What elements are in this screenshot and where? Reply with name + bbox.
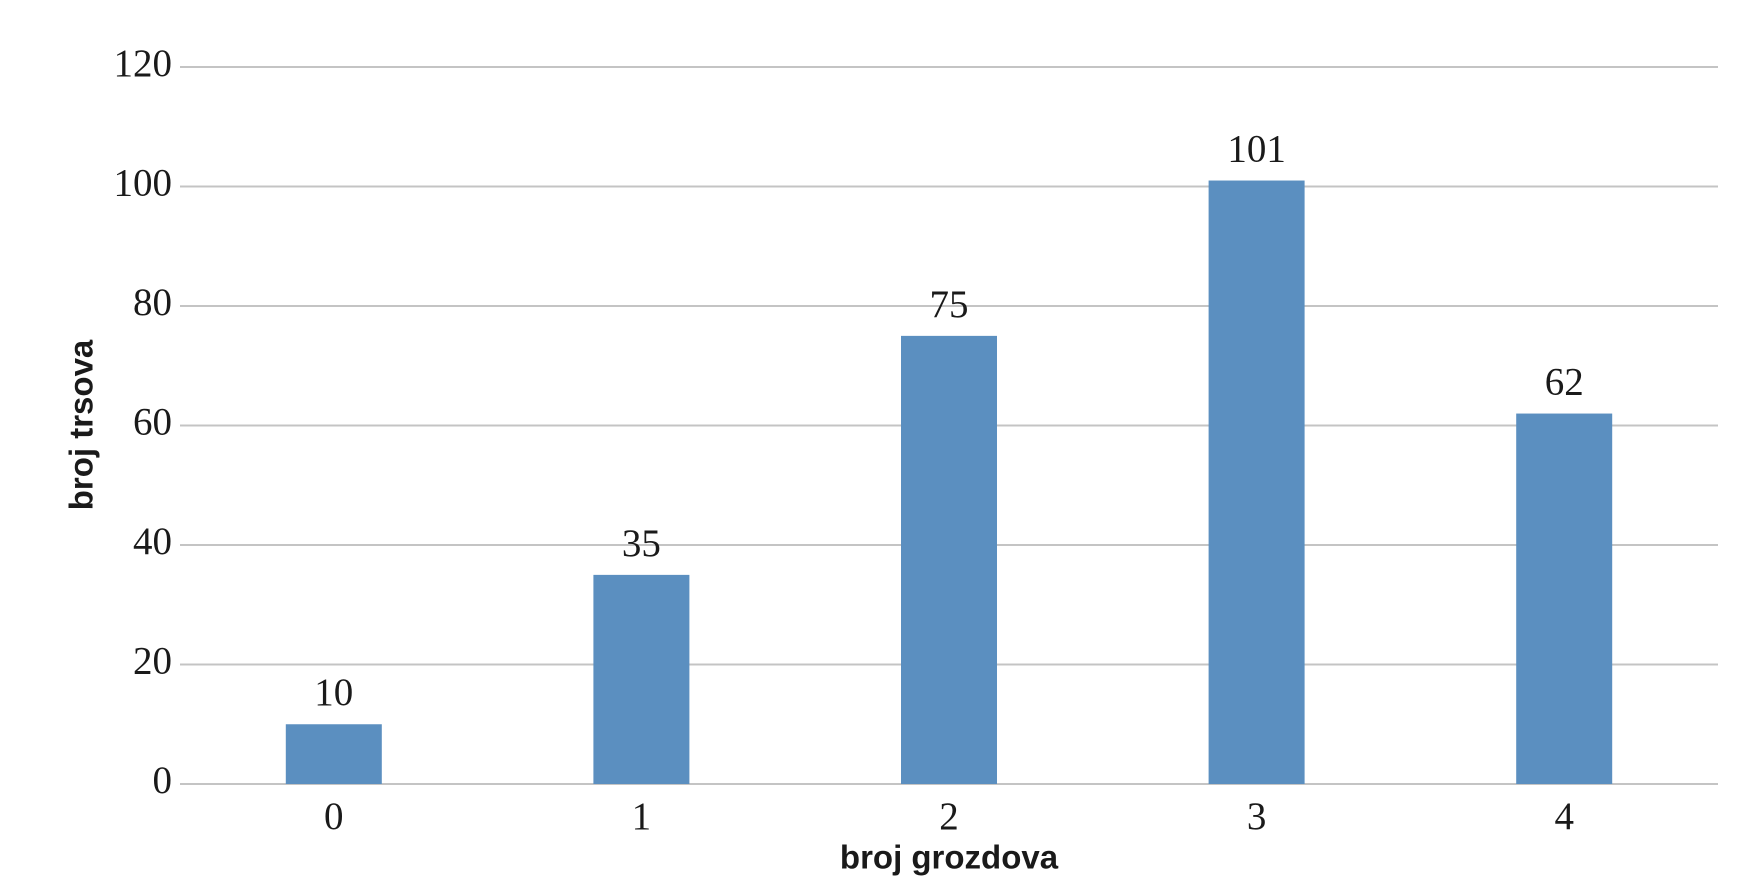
x-tick-label: 3 [1247, 795, 1267, 838]
y-tick-label: 40 [133, 520, 172, 563]
data-label: 62 [1545, 361, 1584, 404]
y-axis-title: broj trsova [63, 339, 100, 510]
x-axis-title: broj grozdova [840, 839, 1059, 876]
x-tick-label: 4 [1554, 795, 1574, 838]
bar [285, 724, 382, 784]
y-tick-label: 0 [153, 759, 173, 802]
y-tick-label: 20 [133, 639, 172, 682]
y-tick-label: 60 [133, 400, 172, 443]
y-tick-label: 120 [114, 42, 173, 85]
bar [1208, 180, 1305, 784]
bar [1516, 413, 1613, 784]
x-tick-label: 2 [939, 795, 959, 838]
data-label: 101 [1227, 127, 1286, 170]
y-tick-label: 100 [114, 161, 173, 204]
x-tick-label: 0 [324, 795, 344, 838]
data-label: 75 [930, 283, 969, 326]
data-label: 10 [314, 671, 353, 714]
bar [901, 335, 997, 784]
y-tick-label: 80 [133, 281, 172, 324]
bar [593, 574, 690, 784]
x-tick-label: 1 [632, 795, 652, 838]
data-label: 35 [622, 522, 661, 565]
